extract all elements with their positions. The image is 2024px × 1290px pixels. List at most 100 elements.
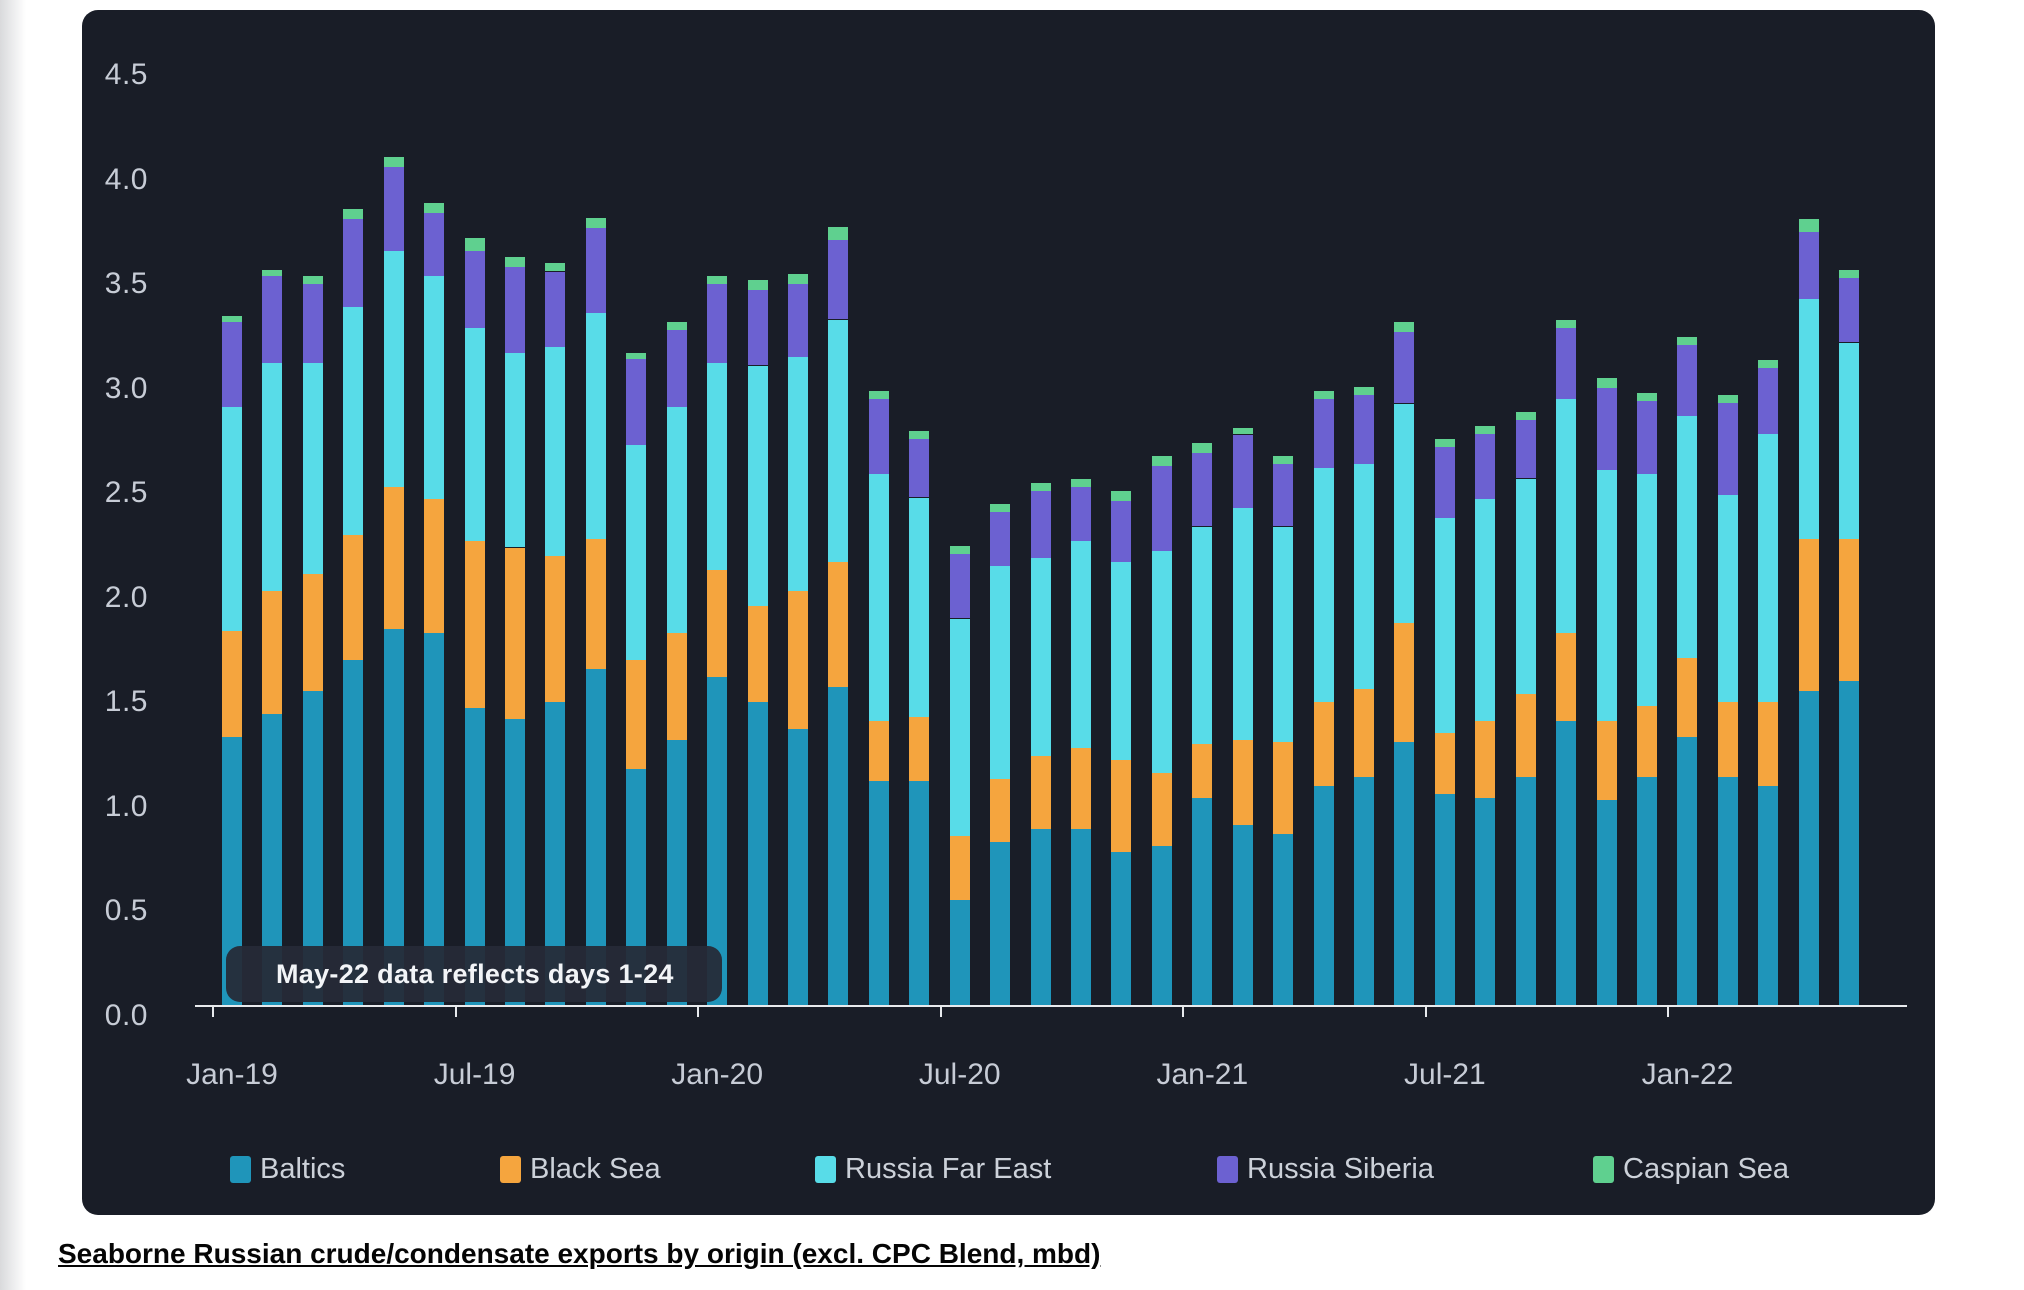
- bar-segment-caspian-sea-Jul-19[interactable]: [464, 238, 485, 251]
- bar-segment-russia-far-east-Jan-21[interactable]: [1192, 527, 1213, 744]
- bar-Jan-21[interactable]: [1192, 443, 1213, 1005]
- bar-Nov-20[interactable]: [1111, 491, 1132, 1005]
- bar-segment-caspian-sea-May-22[interactable]: [1839, 270, 1860, 278]
- bar-segment-caspian-sea-Apr-19[interactable]: [343, 209, 364, 219]
- bar-segment-baltics-Jan-21[interactable]: [1192, 798, 1213, 1005]
- bar-segment-russia-siberia-Sep-20[interactable]: [1030, 491, 1051, 558]
- bar-segment-russia-siberia-Jan-21[interactable]: [1192, 453, 1213, 526]
- bar-segment-baltics-Feb-22[interactable]: [1717, 777, 1738, 1005]
- bar-segment-black-sea-Oct-21[interactable]: [1556, 633, 1577, 721]
- bar-segment-baltics-Aug-20[interactable]: [990, 842, 1011, 1005]
- bar-segment-baltics-Sep-19[interactable]: [545, 702, 566, 1005]
- bar-segment-black-sea-Aug-21[interactable]: [1475, 721, 1496, 798]
- bar-segment-caspian-sea-Oct-19[interactable]: [585, 218, 606, 228]
- bar-segment-russia-siberia-Mar-22[interactable]: [1758, 367, 1779, 434]
- bar-segment-russia-siberia-Sep-19[interactable]: [545, 272, 566, 347]
- bar-Mar-19[interactable]: [302, 276, 323, 1005]
- bar-segment-black-sea-Nov-21[interactable]: [1596, 721, 1617, 800]
- bar-Mar-22[interactable]: [1758, 359, 1779, 1005]
- bar-segment-black-sea-May-21[interactable]: [1354, 689, 1375, 777]
- bar-segment-russia-siberia-Oct-20[interactable]: [1071, 487, 1092, 541]
- bar-Nov-19[interactable]: [626, 353, 647, 1005]
- bar-segment-russia-siberia-Jun-21[interactable]: [1394, 332, 1415, 403]
- bar-segment-caspian-sea-Feb-21[interactable]: [1232, 428, 1253, 434]
- bar-segment-caspian-sea-Apr-20[interactable]: [828, 227, 849, 240]
- bar-Aug-19[interactable]: [505, 257, 525, 1005]
- bar-Sep-21[interactable]: [1515, 411, 1536, 1005]
- bar-segment-russia-siberia-Dec-20[interactable]: [1151, 465, 1172, 551]
- bar-Feb-20[interactable]: [747, 280, 768, 1005]
- bar-segment-russia-far-east-Oct-20[interactable]: [1071, 541, 1092, 748]
- bar-segment-caspian-sea-Jan-22[interactable]: [1677, 337, 1698, 345]
- bar-segment-caspian-sea-Mar-21[interactable]: [1273, 456, 1294, 464]
- bar-segment-russia-siberia-Jul-20[interactable]: [949, 553, 970, 618]
- bar-Feb-22[interactable]: [1717, 395, 1738, 1005]
- bar-segment-baltics-Nov-20[interactable]: [1111, 852, 1132, 1005]
- bar-segment-baltics-May-19[interactable]: [383, 629, 404, 1005]
- bar-segment-caspian-sea-Nov-21[interactable]: [1596, 378, 1617, 388]
- bar-segment-russia-siberia-Mar-21[interactable]: [1273, 463, 1294, 526]
- bar-segment-baltics-Mar-20[interactable]: [788, 729, 809, 1005]
- bar-segment-russia-siberia-Jun-20[interactable]: [909, 438, 930, 497]
- bar-segment-baltics-Jan-20[interactable]: [707, 677, 728, 1005]
- bar-segment-caspian-sea-Aug-21[interactable]: [1475, 426, 1496, 434]
- bar-segment-russia-siberia-Feb-20[interactable]: [747, 290, 768, 365]
- bar-May-19[interactable]: [383, 156, 404, 1005]
- bar-segment-russia-far-east-Sep-19[interactable]: [545, 347, 566, 556]
- bar-segment-black-sea-Apr-22[interactable]: [1798, 538, 1819, 691]
- bar-segment-caspian-sea-May-19[interactable]: [383, 157, 404, 167]
- bar-segment-russia-siberia-Jan-19[interactable]: [222, 321, 242, 407]
- bar-segment-russia-siberia-Jan-20[interactable]: [707, 284, 728, 363]
- bar-segment-caspian-sea-Jan-19[interactable]: [222, 316, 242, 322]
- bar-segment-baltics-Sep-21[interactable]: [1515, 777, 1536, 1005]
- bar-May-22[interactable]: [1839, 269, 1860, 1005]
- bar-segment-russia-far-east-May-21[interactable]: [1354, 463, 1375, 689]
- bar-Sep-19[interactable]: [545, 263, 566, 1005]
- bar-segment-russia-siberia-Dec-21[interactable]: [1637, 401, 1658, 474]
- bar-segment-caspian-sea-Mar-22[interactable]: [1758, 360, 1779, 368]
- bar-segment-baltics-Aug-21[interactable]: [1475, 798, 1496, 1005]
- bar-Apr-20[interactable]: [828, 227, 849, 1005]
- bar-segment-russia-far-east-Mar-19[interactable]: [302, 363, 323, 574]
- bar-Jun-20[interactable]: [909, 430, 930, 1005]
- bar-segment-black-sea-Oct-19[interactable]: [585, 539, 606, 669]
- bar-segment-russia-far-east-Aug-20[interactable]: [990, 566, 1011, 779]
- bar-segment-caspian-sea-Mar-19[interactable]: [302, 276, 323, 284]
- bar-segment-russia-siberia-May-19[interactable]: [383, 167, 404, 251]
- bar-segment-russia-siberia-Aug-19[interactable]: [505, 267, 525, 353]
- bar-segment-russia-siberia-Apr-20[interactable]: [828, 240, 849, 319]
- bar-segment-baltics-Oct-19[interactable]: [585, 669, 606, 1005]
- bar-segment-russia-siberia-Apr-22[interactable]: [1798, 232, 1819, 299]
- bar-segment-baltics-Nov-21[interactable]: [1596, 800, 1617, 1005]
- bar-segment-black-sea-Sep-21[interactable]: [1515, 693, 1536, 777]
- bar-segment-russia-far-east-Apr-22[interactable]: [1798, 299, 1819, 539]
- bar-segment-russia-far-east-May-19[interactable]: [383, 251, 404, 487]
- bar-segment-caspian-sea-Jun-19[interactable]: [424, 203, 445, 213]
- bar-segment-black-sea-Feb-19[interactable]: [262, 591, 283, 714]
- bar-Jan-19[interactable]: [222, 315, 242, 1005]
- bar-segment-caspian-sea-Sep-21[interactable]: [1515, 412, 1536, 420]
- bar-segment-baltics-Apr-19[interactable]: [343, 660, 364, 1005]
- legend-item-russia-siberia[interactable]: Russia Siberia: [1217, 1152, 1434, 1186]
- bar-segment-black-sea-Dec-21[interactable]: [1637, 706, 1658, 777]
- bar-Mar-20[interactable]: [788, 273, 809, 1005]
- bar-segment-black-sea-Jan-19[interactable]: [222, 630, 242, 737]
- bar-Jul-21[interactable]: [1434, 439, 1455, 1005]
- bar-segment-russia-siberia-Jul-19[interactable]: [464, 251, 485, 328]
- bar-segment-russia-far-east-Feb-19[interactable]: [262, 363, 283, 591]
- bar-Oct-20[interactable]: [1071, 478, 1092, 1005]
- bar-segment-black-sea-Jan-22[interactable]: [1677, 658, 1698, 737]
- bar-segment-russia-siberia-Aug-21[interactable]: [1475, 434, 1496, 499]
- bar-segment-russia-far-east-Feb-22[interactable]: [1717, 495, 1738, 702]
- bar-Oct-21[interactable]: [1556, 319, 1577, 1005]
- bar-segment-russia-far-east-Dec-19[interactable]: [666, 407, 687, 633]
- bar-segment-black-sea-Jul-21[interactable]: [1434, 733, 1455, 794]
- bar-Aug-21[interactable]: [1475, 426, 1496, 1005]
- bar-Jul-19[interactable]: [464, 238, 485, 1005]
- bar-segment-baltics-Dec-20[interactable]: [1151, 846, 1172, 1005]
- bar-segment-caspian-sea-Feb-19[interactable]: [262, 270, 283, 276]
- bar-segment-baltics-May-20[interactable]: [868, 781, 889, 1005]
- bar-segment-russia-far-east-Sep-20[interactable]: [1030, 557, 1051, 756]
- bar-segment-russia-siberia-May-20[interactable]: [868, 399, 889, 474]
- bar-segment-caspian-sea-Aug-20[interactable]: [990, 504, 1011, 512]
